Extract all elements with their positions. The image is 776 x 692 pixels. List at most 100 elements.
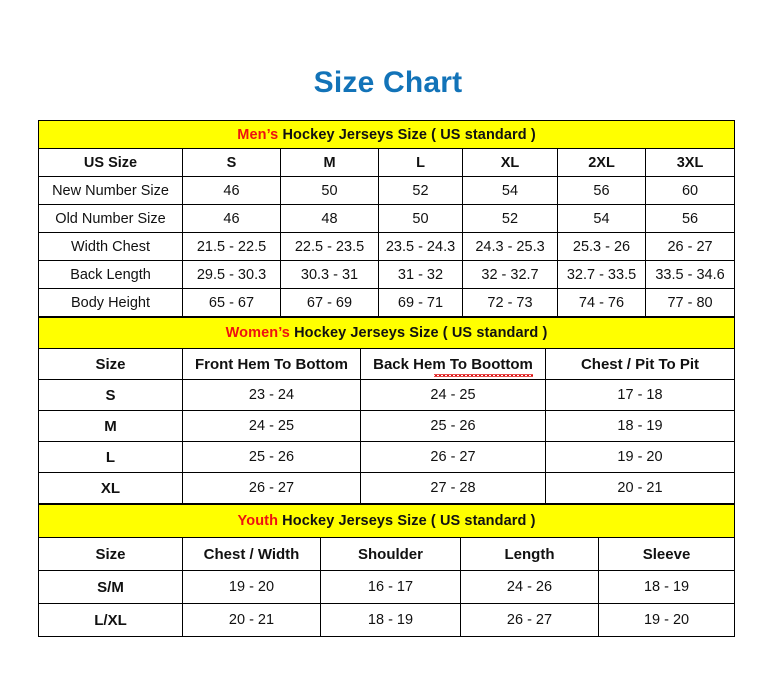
mens-cell-2-4: 25.3 - 26 [557, 232, 646, 261]
table-row: L/XL 20 - 21 18 - 19 26 - 27 19 - 20 [38, 603, 736, 637]
womens-cell-1-2: 18 - 19 [544, 410, 736, 442]
mens-cell-2-1: 22.5 - 23.5 [280, 232, 379, 261]
mens-cell-0-2: 52 [378, 176, 463, 205]
mens-col-header-6: 3XL [644, 148, 736, 177]
womens-banner-row: Women’s Hockey Jerseys Size ( US standar… [37, 317, 736, 349]
youth-banner-row: Youth Hockey Jerseys Size ( US standard … [37, 504, 736, 538]
mens-row-label-4: Body Height [38, 288, 183, 317]
womens-col-header-1: Front Hem To Bottom [182, 348, 361, 380]
table-row: S 23 - 24 24 - 25 17 - 18 [38, 379, 736, 411]
size-tables-container: Men’s Hockey Jerseys Size ( US standard … [37, 120, 736, 637]
womens-cell-0-0: 23 - 24 [182, 379, 361, 411]
mens-cell-2-0: 21.5 - 22.5 [182, 232, 281, 261]
youth-cell-0-3: 18 - 19 [597, 570, 736, 604]
mens-cell-4-3: 72 - 73 [462, 288, 558, 317]
womens-col-header-3: Chest / Pit To Pit [544, 348, 736, 380]
table-row: Back Length 29.5 - 30.3 30.3 - 31 31 - 3… [38, 260, 736, 289]
youth-size-table: Youth Hockey Jerseys Size ( US standard … [37, 504, 736, 637]
mens-cell-0-4: 56 [557, 176, 646, 205]
womens-col-header-2: Back Hem To Boottom [360, 348, 546, 380]
womens-row-label-3: XL [38, 472, 183, 504]
womens-cell-2-2: 19 - 20 [544, 441, 736, 473]
womens-cell-0-2: 17 - 18 [544, 379, 736, 411]
mens-cell-0-5: 60 [644, 176, 736, 205]
mens-banner-highlight: Men’s [237, 126, 279, 143]
youth-row-label-1: L/XL [38, 603, 183, 637]
youth-row-label-0: S/M [38, 570, 183, 604]
mens-cell-2-5: 26 - 27 [644, 232, 736, 261]
mens-cell-3-5: 33.5 - 34.6 [644, 260, 736, 289]
mens-cell-4-2: 69 - 71 [378, 288, 463, 317]
youth-cell-1-1: 18 - 19 [320, 603, 461, 637]
youth-cell-1-0: 20 - 21 [182, 603, 321, 637]
mens-cell-4-0: 65 - 67 [182, 288, 281, 317]
womens-cell-1-1: 25 - 26 [360, 410, 546, 442]
mens-cell-4-1: 67 - 69 [280, 288, 379, 317]
youth-cell-1-3: 19 - 20 [597, 603, 736, 637]
mens-cell-1-4: 54 [557, 204, 646, 233]
mens-col-header-3: L [378, 148, 463, 177]
table-row: New Number Size 46 50 52 54 56 60 [38, 176, 736, 205]
mens-row-label-3: Back Length [38, 260, 183, 289]
mens-cell-3-1: 30.3 - 31 [280, 260, 379, 289]
youth-banner-rest: Hockey Jerseys Size ( US standard ) [278, 513, 536, 529]
mens-col-header-0: US Size [38, 148, 183, 177]
mens-cell-1-3: 52 [462, 204, 558, 233]
mens-header-row: US Size S M L XL 2XL 3XL [38, 148, 736, 177]
mens-col-header-2: M [280, 148, 379, 177]
womens-col-header-0: Size [38, 348, 183, 380]
mens-cell-1-0: 46 [182, 204, 281, 233]
youth-cell-0-1: 16 - 17 [320, 570, 461, 604]
youth-banner-highlight: Youth [237, 513, 279, 529]
youth-col-header-3: Length [460, 537, 599, 571]
womens-row-label-1: M [38, 410, 183, 442]
youth-cell-0-0: 19 - 20 [182, 570, 321, 604]
mens-cell-3-4: 32.7 - 33.5 [557, 260, 646, 289]
table-row: Old Number Size 46 48 50 52 54 56 [38, 204, 736, 233]
mens-cell-2-2: 23.5 - 24.3 [378, 232, 463, 261]
youth-col-header-2: Shoulder [320, 537, 461, 571]
womens-banner-rest: Hockey Jerseys Size ( US standard ) [289, 325, 548, 341]
mens-cell-0-3: 54 [462, 176, 558, 205]
table-row: Width Chest 21.5 - 22.5 22.5 - 23.5 23.5… [38, 232, 736, 261]
mens-cell-3-0: 29.5 - 30.3 [182, 260, 281, 289]
mens-col-header-5: 2XL [557, 148, 646, 177]
womens-size-table: Women’s Hockey Jerseys Size ( US standar… [37, 317, 736, 504]
misspelled-header-text: Back Hem To Boottom [373, 355, 533, 377]
womens-cell-3-0: 26 - 27 [182, 472, 361, 504]
womens-header-row: Size Front Hem To Bottom Back Hem To Boo… [38, 348, 736, 380]
womens-banner-highlight: Women’s [225, 325, 290, 341]
youth-cell-0-2: 24 - 26 [460, 570, 599, 604]
mens-cell-1-5: 56 [644, 204, 736, 233]
table-row: M 24 - 25 25 - 26 18 - 19 [38, 410, 736, 442]
womens-row-label-2: L [38, 441, 183, 473]
womens-row-label-0: S [38, 379, 183, 411]
womens-cell-2-0: 25 - 26 [182, 441, 361, 473]
youth-col-header-0: Size [38, 537, 183, 571]
table-row: XL 26 - 27 27 - 28 20 - 21 [38, 472, 736, 504]
table-row: L 25 - 26 26 - 27 19 - 20 [38, 441, 736, 473]
womens-cell-3-1: 27 - 28 [360, 472, 546, 504]
womens-cell-1-0: 24 - 25 [182, 410, 361, 442]
mens-cell-4-5: 77 - 80 [644, 288, 736, 317]
mens-cell-3-2: 31 - 32 [378, 260, 463, 289]
table-row: S/M 19 - 20 16 - 17 24 - 26 18 - 19 [38, 570, 736, 604]
mens-banner-row: Men’s Hockey Jerseys Size ( US standard … [37, 120, 736, 149]
mens-cell-0-1: 50 [280, 176, 379, 205]
mens-cell-2-3: 24.3 - 25.3 [462, 232, 558, 261]
mens-cell-3-3: 32 - 32.7 [462, 260, 558, 289]
mens-banner-rest: Hockey Jerseys Size ( US standard ) [278, 126, 536, 143]
youth-col-header-4: Sleeve [597, 537, 736, 571]
mens-cell-4-4: 74 - 76 [557, 288, 646, 317]
womens-section-banner: Women’s Hockey Jerseys Size ( US standar… [37, 317, 736, 349]
youth-header-row: Size Chest / Width Shoulder Length Sleev… [38, 537, 736, 571]
mens-row-label-1: Old Number Size [38, 204, 183, 233]
mens-row-label-0: New Number Size [38, 176, 183, 205]
womens-cell-0-1: 24 - 25 [360, 379, 546, 411]
youth-col-header-1: Chest / Width [182, 537, 321, 571]
mens-col-header-1: S [182, 148, 281, 177]
mens-row-label-2: Width Chest [38, 232, 183, 261]
womens-cell-2-1: 26 - 27 [360, 441, 546, 473]
table-row: Body Height 65 - 67 67 - 69 69 - 71 72 -… [38, 288, 736, 317]
